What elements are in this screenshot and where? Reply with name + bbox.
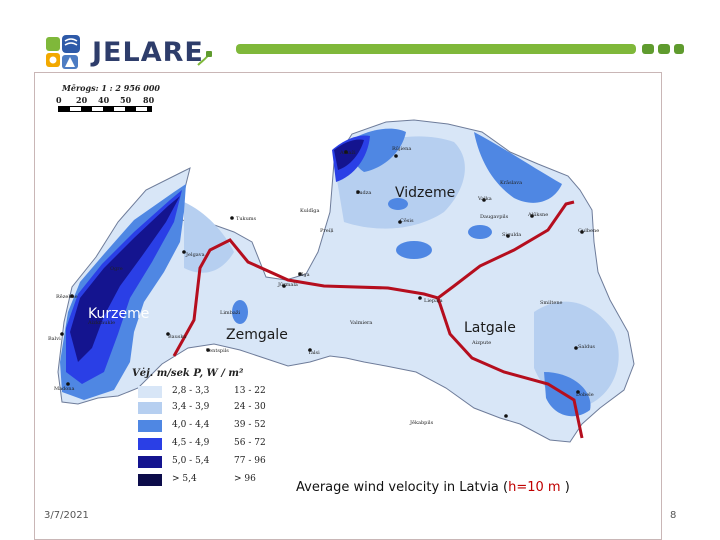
city-label: Preiļi — [320, 228, 334, 234]
legend-row: 3,4 - 3,9 24 - 30 — [138, 402, 298, 414]
jelare-logo: JELARE — [44, 33, 214, 73]
city-label: Saldus — [578, 344, 595, 350]
legend-title: Vėj. m/sek P, W / m² — [132, 368, 244, 379]
city-label: Ludza — [356, 190, 372, 196]
scale-bar — [58, 106, 152, 112]
logo-text: JELARE — [92, 37, 204, 68]
caption-highlight: h=10 m — [508, 480, 561, 495]
header-bar-dash — [658, 44, 670, 54]
lake — [232, 300, 248, 324]
legend-swatch — [138, 386, 162, 398]
city-label: Rūjiena — [392, 146, 412, 152]
road-south — [436, 297, 584, 439]
zone-max-north — [334, 139, 364, 170]
slide-number: 8 — [670, 510, 677, 521]
city-label: Aizkraukle — [88, 320, 116, 326]
city-label: Madona — [54, 386, 75, 392]
scale-tick: 0 — [56, 95, 62, 105]
header-bar-dash — [642, 44, 654, 54]
header-bar — [236, 44, 636, 54]
caption-suffix: ) — [560, 480, 570, 495]
city-label: Valmiera — [350, 320, 373, 326]
legend-power: 39 - 52 — [234, 420, 266, 430]
zone-medium-gulf — [184, 202, 234, 273]
slide-date: 3/7/2021 — [44, 510, 89, 521]
legend-swatch — [138, 402, 162, 414]
city-dots — [60, 150, 584, 418]
city-label: Aizpute — [472, 340, 492, 346]
zone-max-coast — [70, 196, 180, 362]
legend-velocity: > 5,4 — [172, 474, 197, 484]
city-label: Balvi — [48, 336, 61, 342]
legend-power: 56 - 72 — [234, 438, 266, 448]
region-label-zemgale: Zemgale — [226, 327, 288, 343]
city-label: Tukums — [236, 216, 257, 222]
legend-row: > 5,4 > 96 — [138, 474, 298, 486]
region-label-latgale: Latgale — [464, 320, 516, 336]
legend-velocity: 4,0 - 4,4 — [172, 420, 210, 430]
legend-swatch — [138, 456, 162, 468]
lake — [396, 241, 432, 259]
scale-tick: 20 — [76, 95, 88, 105]
city-label: Jūrmala — [278, 282, 298, 288]
city-label: Krāslava — [500, 180, 523, 186]
city-label: Rīga — [298, 272, 310, 278]
legend-row: 4,5 - 4,9 56 - 72 — [138, 438, 298, 450]
lake — [468, 225, 492, 239]
legend-row: 4,0 - 4,4 39 - 52 — [138, 420, 298, 432]
scale-tick: 80 — [143, 95, 155, 105]
plug-icon — [197, 51, 212, 66]
city-label: Dobele — [576, 392, 594, 398]
logo-icons — [46, 35, 80, 69]
city-label: Alūksne — [528, 212, 549, 218]
legend-power: 24 - 30 — [234, 402, 266, 412]
city-label: Rēzekne — [56, 294, 78, 300]
legend-swatch — [138, 420, 162, 432]
legend-swatch — [138, 438, 162, 450]
city-label: Daugavpils — [480, 214, 509, 220]
city-label: Ainaži — [340, 150, 356, 156]
scale-label: Mērogs: 1 : 2 956 000 — [62, 83, 160, 93]
scale-tick: 40 — [98, 95, 110, 105]
city-label: Bauska — [168, 334, 187, 340]
city-label: Smiltene — [540, 300, 563, 306]
city-label: Jēkabpils — [410, 420, 434, 426]
wind-map — [57, 119, 635, 443]
lake — [388, 198, 408, 210]
map-caption: Average wind velocity in Latvia (h=10 m … — [294, 479, 572, 496]
city-label: Cēsis — [400, 218, 414, 224]
city-label: Liepāja — [424, 298, 443, 304]
legend-swatch — [138, 474, 162, 486]
legend-velocity: 5,0 - 5,4 — [172, 456, 210, 466]
city-label: Jelgava — [186, 252, 205, 258]
legend-power: > 96 — [234, 474, 256, 484]
caption-prefix: Average wind velocity in Latvia ( — [296, 480, 509, 495]
legend-row: 5,0 - 5,4 77 - 96 — [138, 456, 298, 468]
legend-velocity: 4,5 - 4,9 — [172, 438, 210, 448]
legend-velocity: 3,4 - 3,9 — [172, 402, 210, 412]
road-main — [172, 200, 575, 357]
city-label: Limbaži — [220, 310, 241, 316]
city-label: Gulbene — [578, 228, 600, 234]
zone-strong-ne — [474, 132, 562, 203]
city-label: Sigulda — [502, 232, 522, 238]
city-label: Talsi — [308, 350, 320, 356]
region-label-vidzeme: Vidzeme — [395, 185, 456, 201]
legend-power: 13 - 22 — [234, 386, 266, 396]
city-label: Valka — [478, 196, 492, 202]
city-label: Ventspils — [206, 348, 229, 354]
region-label-kurzeme: Kurzeme — [88, 306, 150, 322]
city-label: Ogre — [110, 266, 123, 272]
city-label: Kuldīga — [300, 208, 320, 214]
scale-tick: 50 — [120, 95, 132, 105]
legend-row: 2,8 - 3,3 13 - 22 — [138, 386, 298, 398]
legend-power: 77 - 96 — [234, 456, 266, 466]
legend-velocity: 2,8 - 3,3 — [172, 386, 210, 396]
header-bar-dash — [674, 44, 684, 54]
